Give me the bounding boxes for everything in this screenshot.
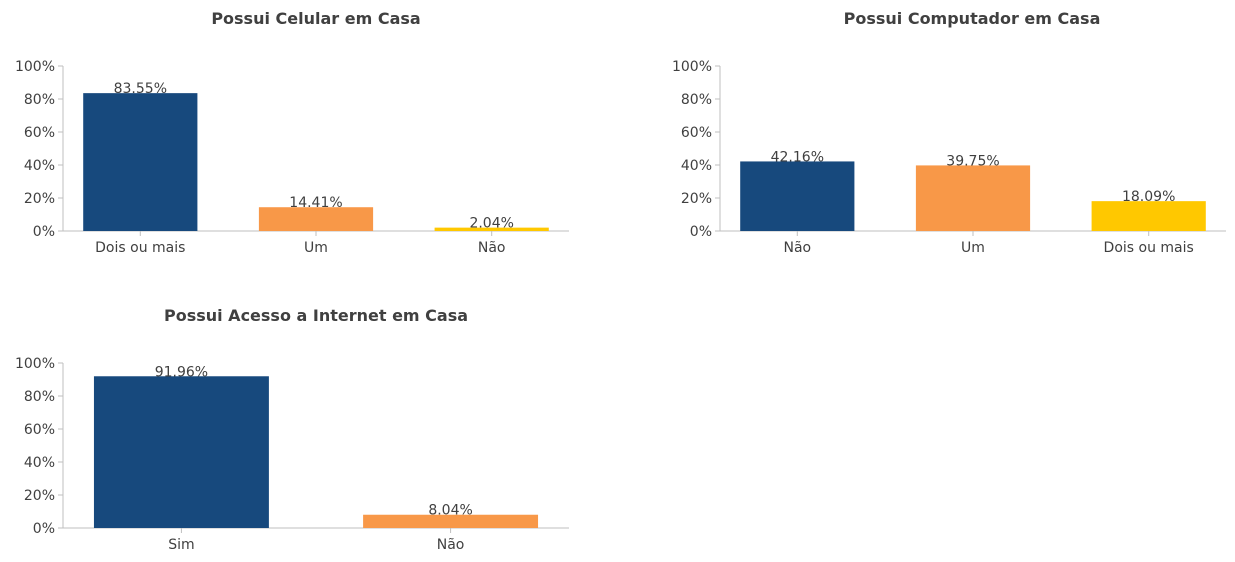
bar-2 (258, 207, 374, 231)
x-tick-label: Dois ou mais (95, 240, 185, 256)
data-label: 2.04% (469, 216, 513, 232)
y-tick-label: 20% (681, 191, 712, 207)
y-tick-label: 60% (681, 125, 712, 141)
data-label: 18.09% (1122, 189, 1175, 205)
y-tick-label: 0% (690, 224, 712, 240)
x-tick-label: Um (961, 240, 985, 256)
y-tick-label: 0% (33, 224, 55, 240)
y-tick-label: 80% (24, 389, 55, 405)
chart-3: Possui Acesso a Internet em Casa 0% 20% 40%… (15, 306, 569, 553)
x-tick-label: Não (783, 240, 811, 256)
y-tick-label: 40% (681, 158, 712, 174)
chart-title: Possui Computador em Casa (844, 9, 1101, 28)
y-tick-label: 80% (681, 92, 712, 108)
y-tick-label: 100% (15, 356, 55, 372)
chart-2: Possui Computador em Casa 0% 20% 40% 60% 80% 1… (672, 9, 1226, 256)
x-tick-label: Dois ou mais (1104, 240, 1194, 256)
chart-title: Possui Acesso a Internet em Casa (164, 306, 468, 325)
data-label: 14.41% (289, 195, 342, 211)
bar-2 (915, 165, 1031, 231)
y-tick-label: 80% (24, 92, 55, 108)
y-tick-label: 100% (15, 59, 55, 75)
y-tick-label: 40% (24, 455, 55, 471)
bar-1 (83, 93, 198, 231)
data-label: 8.04% (428, 503, 472, 519)
y-tick-label: 40% (24, 158, 55, 174)
bar-2 (363, 514, 539, 528)
y-tick-label: 20% (24, 488, 55, 504)
x-tick-label: Um (304, 240, 328, 256)
y-tick-label: 60% (24, 125, 55, 141)
x-tick-label: Sim (168, 537, 194, 553)
chart-1: Possui Celular em Casa 0% 20% 40% 60% 80% 100%… (15, 9, 569, 256)
x-tick-label: Não (437, 537, 465, 553)
y-tick-label: 20% (24, 191, 55, 207)
bar-1 (93, 376, 269, 528)
y-tick-label: 100% (672, 59, 712, 75)
chart-title: Possui Celular em Casa (211, 9, 420, 28)
data-label: 39.75% (946, 153, 999, 169)
bar-1 (740, 161, 855, 231)
y-tick-label: 0% (33, 521, 55, 537)
data-label: 91.96% (155, 364, 208, 380)
data-label: 42.16% (771, 149, 824, 165)
data-label: 83.55% (114, 81, 167, 97)
x-tick-label: Não (478, 240, 506, 256)
bar-3 (434, 227, 549, 231)
bar-3 (1091, 201, 1206, 231)
y-tick-label: 60% (24, 422, 55, 438)
